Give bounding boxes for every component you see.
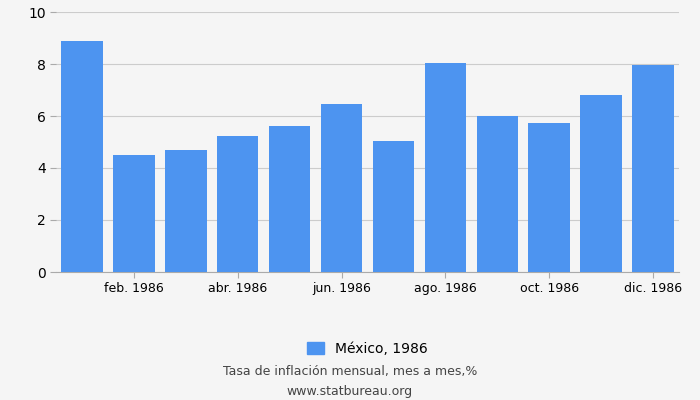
Bar xyxy=(425,63,466,272)
Bar xyxy=(269,126,310,272)
Bar xyxy=(165,150,206,272)
Bar xyxy=(528,122,570,272)
Bar xyxy=(372,141,414,272)
Bar xyxy=(61,40,103,272)
Bar xyxy=(632,65,674,272)
Text: www.statbureau.org: www.statbureau.org xyxy=(287,386,413,398)
Bar xyxy=(113,155,155,272)
Bar xyxy=(477,116,518,272)
Bar xyxy=(321,104,363,272)
Text: Tasa de inflación mensual, mes a mes,%: Tasa de inflación mensual, mes a mes,% xyxy=(223,366,477,378)
Legend: México, 1986: México, 1986 xyxy=(302,336,433,361)
Bar xyxy=(217,136,258,272)
Bar xyxy=(580,95,622,272)
